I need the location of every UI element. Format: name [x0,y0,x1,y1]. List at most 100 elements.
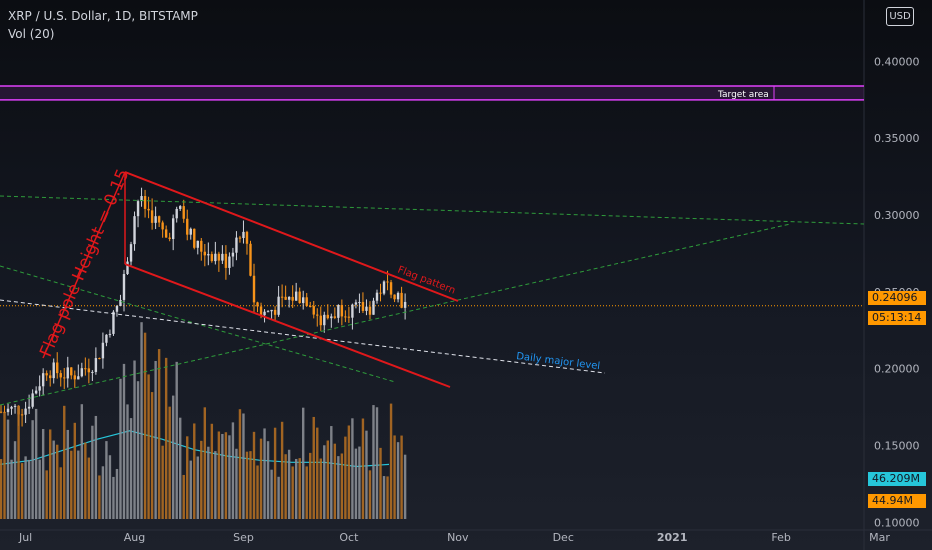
candle-body [312,306,315,315]
candle-body [38,386,41,391]
target-area-label: Target area [717,90,769,100]
candle-body [70,367,73,376]
volume-bar [309,452,312,519]
volume-bar [389,403,393,519]
candle-body [203,251,207,256]
candle-body [326,314,330,319]
candle-body [6,408,10,413]
volume-bar [330,426,333,519]
rising-trend-line [0,223,791,406]
volume-bar [277,476,280,519]
candle-body [270,309,273,312]
volume-bar [6,419,10,519]
volume-bar [249,451,252,519]
candle-body [238,237,242,239]
target-area-band [0,85,864,100]
candle-body [316,314,319,316]
volume-bar [73,422,76,519]
volume-bar [298,458,301,519]
daily-major-level-line [0,299,606,374]
candle-body [207,254,210,256]
volume-bar [143,332,147,519]
candle-body [221,253,224,261]
volume-bar [27,459,31,519]
volume-bar [256,465,259,519]
candle-body [393,294,396,300]
candle-body [389,282,393,295]
volume-bar [112,476,115,519]
volume-bar [80,404,84,519]
candle-body [365,306,368,311]
volume-bar [136,381,140,519]
candle-body [154,216,157,223]
candle-body [122,274,126,300]
volume-bar [323,445,326,519]
candle-body [382,281,386,294]
candle-body [368,306,372,315]
volume-bar [164,357,168,519]
volume-bar [393,435,396,519]
volume-bar [273,427,277,519]
volume-bar [87,457,91,519]
volume-bar [252,431,256,519]
volume-bar [175,361,178,519]
volume-bar [193,423,196,519]
candle-body [136,201,140,217]
volume-bar [126,404,129,519]
time-tick-label: Mar [869,531,890,544]
volume-bar [382,476,386,519]
candle-body [375,292,379,301]
volume-bar [168,406,171,519]
volume-bar [133,360,136,519]
price-tick-label: 0.35000 [874,132,920,145]
volume-bar [154,360,157,519]
volume-bar [326,440,330,519]
volume-bar [98,475,101,519]
volume-bar [294,458,298,519]
candle-body [161,222,164,230]
volume-bar [70,450,73,519]
volume-bar [63,405,66,519]
candle-body [20,414,24,416]
volume-bar [270,469,273,519]
price-tick-label: 0.20000 [874,363,920,376]
volume-bar [302,407,305,519]
volume-bar [147,374,150,519]
volume-bar [316,427,319,519]
volume-bar [186,436,189,519]
volume-bar [77,450,80,519]
volume-bar [179,417,182,519]
currency-button[interactable]: USD [886,7,914,26]
candle-body [358,302,361,304]
time-tick-label: Jul [18,531,32,544]
volume-bar [368,470,372,519]
price-tick-label: 0.40000 [874,55,920,68]
candle-body [249,243,252,276]
volume-bar [101,466,105,519]
candle-body [323,314,326,326]
candle-body [263,311,266,316]
volume-bar [358,446,361,519]
candle-body [340,305,344,317]
candle-body [242,231,245,239]
volume-bar [105,441,108,519]
volume-bar [291,466,294,519]
candle-body [164,229,168,238]
flag-upper-line [124,171,459,302]
volume-bar [337,456,340,519]
candle-body [27,406,31,409]
candle-body [182,206,185,219]
candle-body [231,252,235,257]
candle-body [245,231,249,244]
candle-body [379,292,382,294]
volume-bar [319,458,322,519]
flag-lower-line [124,263,451,388]
volume-ma-badge: 46.209M [868,472,926,486]
candle-body [77,376,80,380]
volume-bar [386,476,389,519]
candle-body [354,302,358,305]
volume-bar [396,442,400,519]
candle-body [235,237,238,253]
volume-bar [171,395,175,519]
